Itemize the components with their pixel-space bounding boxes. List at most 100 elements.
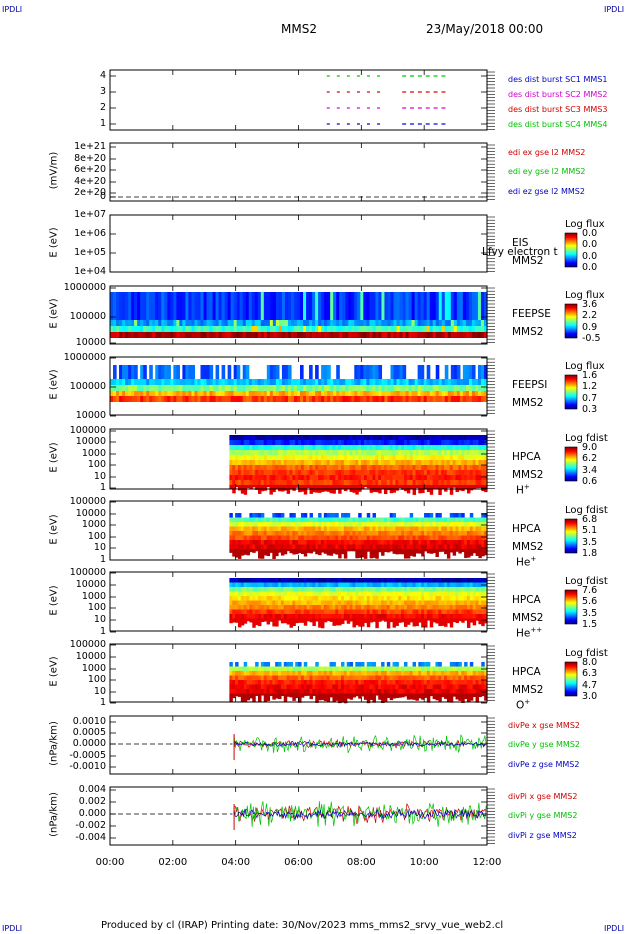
spectrogram-cell [236, 365, 241, 379]
spectrogram-cell [240, 549, 245, 556]
spectrogram-cell [444, 544, 448, 550]
spectrogram-cell [321, 379, 325, 385]
spectrogram-cell [275, 618, 279, 627]
spectrogram-cell [292, 605, 296, 610]
spectrogram-cell [372, 320, 377, 326]
spectrogram-cell [275, 465, 279, 471]
spectrogram-cell [355, 689, 359, 694]
spectrogram-cell [275, 326, 280, 332]
spectrogram-cell [352, 480, 356, 486]
spectrogram-cell [469, 470, 474, 476]
spectrogram-cell [469, 693, 474, 701]
spectrogram-cell [358, 582, 362, 588]
spectrogram-cell [131, 391, 135, 396]
spectrogram-cell [468, 365, 473, 379]
spectrogram-cell [252, 513, 256, 518]
spectrogram-cell [290, 391, 295, 396]
spectrogram-cell [200, 365, 205, 379]
spectrogram-cell [306, 465, 311, 471]
spectrogram-cell [283, 693, 288, 703]
spectrogram-cell [113, 391, 117, 396]
spectrogram-cell [303, 666, 308, 672]
spectrogram-cell [263, 391, 268, 396]
spectrogram-cell [318, 578, 322, 583]
spectrogram-cell [435, 531, 439, 536]
spectrogram-cell [323, 470, 328, 476]
spectrogram-cell [243, 605, 248, 610]
spectrogram-cell [263, 609, 268, 615]
spectrogram-cell [465, 292, 470, 320]
spectrogram-cell [412, 689, 417, 694]
spectrogram-cell [251, 385, 256, 391]
spectrogram-cell [399, 332, 404, 338]
panel-side-label: MMS2 [512, 326, 544, 338]
spectrogram-cell [326, 475, 331, 481]
spectrogram-cell [266, 292, 271, 320]
spectrogram-cell [349, 485, 354, 492]
spectrogram-cell [275, 332, 280, 338]
spectrogram-cell [312, 544, 316, 550]
spectrogram-cell [309, 684, 313, 690]
spectrogram-cell [378, 470, 382, 476]
spectrogram-cell [383, 544, 388, 550]
spectrogram-cell [414, 292, 419, 320]
spectrogram-cell [272, 618, 276, 627]
spectrogram-cell [182, 292, 186, 320]
spectrogram-cell [465, 365, 470, 379]
spectrogram-cell [411, 396, 416, 402]
spectrogram-cell [275, 485, 279, 490]
spectrogram-cell [346, 671, 351, 676]
spectrogram-cell [315, 391, 319, 396]
spectrogram-cell [295, 450, 299, 456]
spectrogram-cell [478, 535, 482, 541]
spectrogram-cell [469, 587, 474, 592]
spectrogram-cell [446, 485, 451, 488]
spectrogram-cell [146, 396, 150, 402]
spectrogram-cell [278, 465, 282, 471]
spectrogram-cell [444, 385, 449, 391]
spectrogram-cell [235, 513, 239, 518]
spectrogram-cell [393, 385, 398, 391]
spectrogram-cell [378, 666, 382, 672]
spectrogram-cell [349, 535, 354, 541]
spectrogram-cell [329, 531, 334, 536]
spectrogram-cell [295, 526, 299, 532]
spectrogram-cell [122, 379, 126, 385]
spectrogram-cell [449, 693, 454, 703]
header-date: 23/May/2018 00:00 [426, 22, 544, 36]
spectrogram-cell [332, 522, 336, 527]
spectrogram-cell [342, 385, 346, 391]
spectrogram-cell [152, 332, 156, 338]
spectrogram-cell [315, 480, 319, 486]
spectrogram-cell [409, 465, 414, 471]
spectrogram-cell [438, 689, 442, 694]
spectrogram-cell [366, 596, 371, 601]
spectrogram-cell [412, 591, 417, 597]
spectrogram-cell [119, 385, 123, 391]
spectrogram-cell [426, 470, 431, 476]
spectrogram-cell [383, 485, 388, 495]
spectrogram-cell [315, 587, 319, 592]
spectrogram-cell [229, 666, 233, 672]
spectrogram-cell [361, 435, 365, 441]
spectrogram-cell [395, 475, 399, 481]
spectrogram-cell [456, 379, 461, 385]
spectrogram-cell [318, 618, 322, 628]
spectrogram-cell [266, 517, 271, 523]
spectrogram-cell [278, 605, 282, 610]
spectrogram-cell [398, 618, 402, 623]
spectrogram-cell [401, 680, 405, 685]
spectrogram-cell [269, 549, 273, 553]
spectrogram-cell [315, 671, 319, 676]
spectrogram-cell [381, 445, 385, 451]
spectrogram-cell [358, 445, 362, 451]
spectrogram-cell [258, 693, 262, 702]
spectrogram-cell [398, 470, 402, 476]
spectrogram-cell [280, 526, 285, 532]
spectrogram-cell [318, 455, 322, 461]
spectrogram-cell [472, 535, 477, 541]
spectrogram-cell [312, 549, 316, 552]
spectrogram-cell [292, 549, 296, 555]
spectrogram-cell [375, 320, 380, 326]
spectrogram-cell [477, 385, 482, 391]
